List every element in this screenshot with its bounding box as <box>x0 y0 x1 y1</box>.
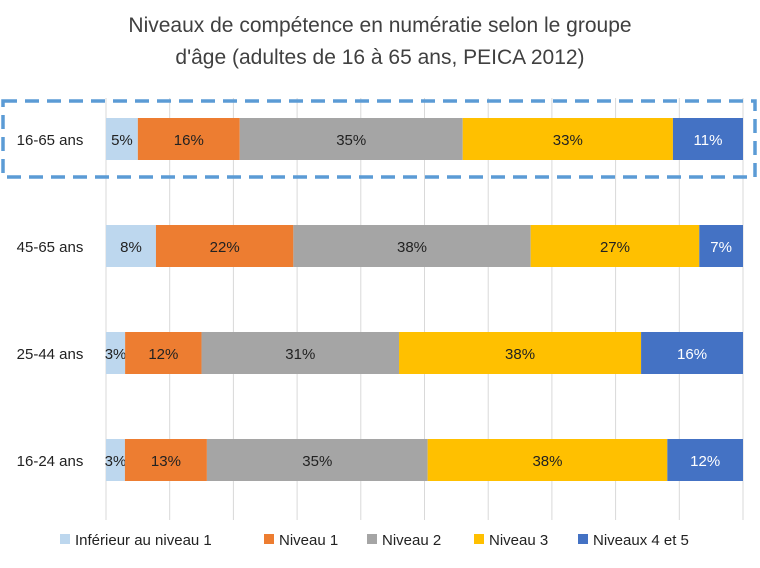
category-label: 45-65 ans <box>17 239 84 256</box>
data-label: 33% <box>553 132 583 149</box>
data-label: 7% <box>710 239 732 256</box>
bar-segment <box>201 332 400 374</box>
legend-swatch <box>60 534 70 544</box>
chart-title: Niveaux de compétence en numératie selon… <box>128 14 631 69</box>
bar-segment <box>239 118 463 160</box>
legend-swatch <box>264 534 274 544</box>
bar-segment <box>667 439 743 481</box>
data-label: 16% <box>677 346 707 363</box>
legend-label: Niveau 2 <box>382 532 441 549</box>
bar-segment <box>137 118 240 160</box>
bar-segment <box>427 439 668 481</box>
bar-segment <box>106 118 138 160</box>
data-label: 16% <box>174 132 204 149</box>
category-label: 25-44 ans <box>17 346 84 363</box>
data-label: 35% <box>336 132 366 149</box>
legend-swatch <box>474 534 484 544</box>
data-label: 3% <box>105 453 127 470</box>
bar-segment <box>293 225 531 267</box>
data-label: 38% <box>505 346 535 363</box>
bar-segment <box>106 332 126 374</box>
category-labels: 16-65 ans 45-65 ans 25-44 ans 16-24 ans <box>17 132 84 470</box>
bar-segment <box>530 225 700 267</box>
legend-item: Niveau 1 <box>264 532 338 549</box>
legend-label: Niveau 1 <box>279 532 338 549</box>
legend-item: Niveau 2 <box>367 532 441 549</box>
legend-label: Niveaux 4 et 5 <box>593 532 689 549</box>
chart-title-line-2: d'âge (adultes de 16 à 65 ans, PEICA 201… <box>175 46 584 69</box>
legend-label: Inférieur au niveau 1 <box>75 532 212 549</box>
bar-row-25-44-ans: 3% 12% 31% 38% 16% <box>105 332 743 374</box>
data-label: 5% <box>111 132 133 149</box>
legend-item: Niveaux 4 et 5 <box>578 532 689 549</box>
bar-segment <box>399 332 642 374</box>
category-label: 16-65 ans <box>17 132 84 149</box>
bar-segment <box>125 332 202 374</box>
legend-label: Niveau 3 <box>489 532 548 549</box>
data-label: 13% <box>151 453 181 470</box>
data-label: 38% <box>397 239 427 256</box>
bar-segment <box>641 332 743 374</box>
data-label: 35% <box>302 453 332 470</box>
highlight-rect <box>1 99 757 179</box>
data-label: 12% <box>148 346 178 363</box>
bar-segment <box>106 225 156 267</box>
data-label: 31% <box>285 346 315 363</box>
bar-segment <box>462 118 673 160</box>
bar-segment <box>672 118 743 160</box>
bars: 5% 16% 35% 33% 11% 8% 22% 38% 27% 7% 3% 12% 31% 38% 16… <box>105 118 743 481</box>
highlight-box <box>1 99 757 179</box>
legend-swatch <box>367 534 377 544</box>
bar-row-16-24-ans: 3% 13% 35% 38% 12% <box>105 439 743 481</box>
bar-segment <box>106 439 125 481</box>
data-label: 27% <box>600 239 630 256</box>
category-label: 16-24 ans <box>17 453 84 470</box>
bar-segment <box>124 439 207 481</box>
bar-row-45-65-ans: 8% 22% 38% 27% 7% <box>106 225 743 267</box>
data-label: 11% <box>694 132 723 149</box>
legend-item: Niveau 3 <box>474 532 548 549</box>
chart-title-line-1: Niveaux de compétence en numératie selon… <box>128 14 631 37</box>
bar-segment <box>206 439 428 481</box>
bar-row-16-65-ans: 5% 16% 35% 33% 11% <box>106 118 743 160</box>
data-label: 38% <box>532 453 562 470</box>
data-label: 22% <box>210 239 240 256</box>
bar-segment <box>155 225 294 267</box>
legend-swatch <box>578 534 588 544</box>
data-label: 12% <box>690 453 720 470</box>
legend: Inférieur au niveau 1 Niveau 1 Niveau 2 Niv… <box>60 532 689 549</box>
data-label: 8% <box>120 239 142 256</box>
legend-item: Inférieur au niveau 1 <box>60 532 212 549</box>
data-label: 3% <box>105 346 127 363</box>
bar-segment <box>699 225 743 267</box>
